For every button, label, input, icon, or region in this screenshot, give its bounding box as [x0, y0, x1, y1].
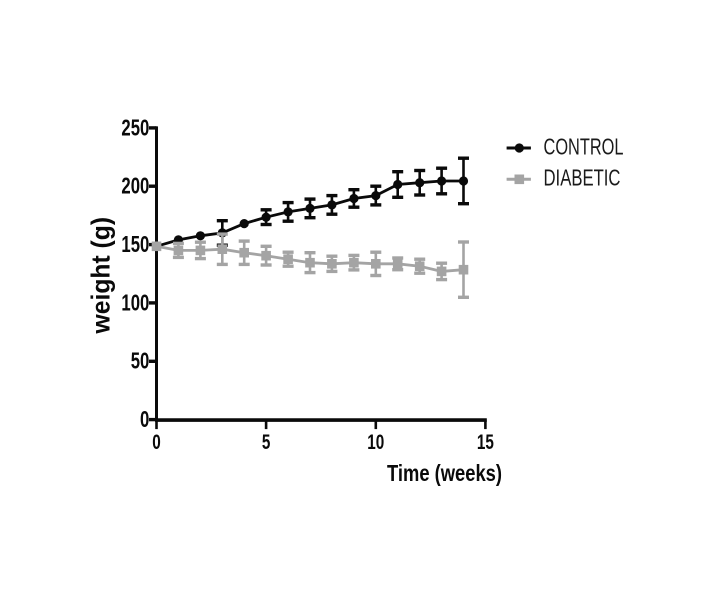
svg-text:weight (g): weight (g): [86, 217, 116, 334]
svg-text:50: 50: [131, 348, 150, 374]
svg-text:CONTROL: CONTROL: [544, 133, 624, 159]
svg-text:200: 200: [121, 173, 149, 199]
svg-text:100: 100: [121, 289, 149, 315]
svg-text:Time (weeks): Time (weeks): [387, 460, 502, 486]
svg-text:10: 10: [367, 430, 384, 454]
svg-text:0: 0: [140, 406, 149, 432]
svg-text:DIABETIC: DIABETIC: [544, 165, 621, 191]
svg-text:150: 150: [121, 231, 149, 257]
svg-text:0: 0: [152, 430, 161, 454]
svg-text:15: 15: [477, 430, 494, 454]
svg-text:5: 5: [262, 430, 271, 454]
svg-text:250: 250: [121, 114, 149, 140]
